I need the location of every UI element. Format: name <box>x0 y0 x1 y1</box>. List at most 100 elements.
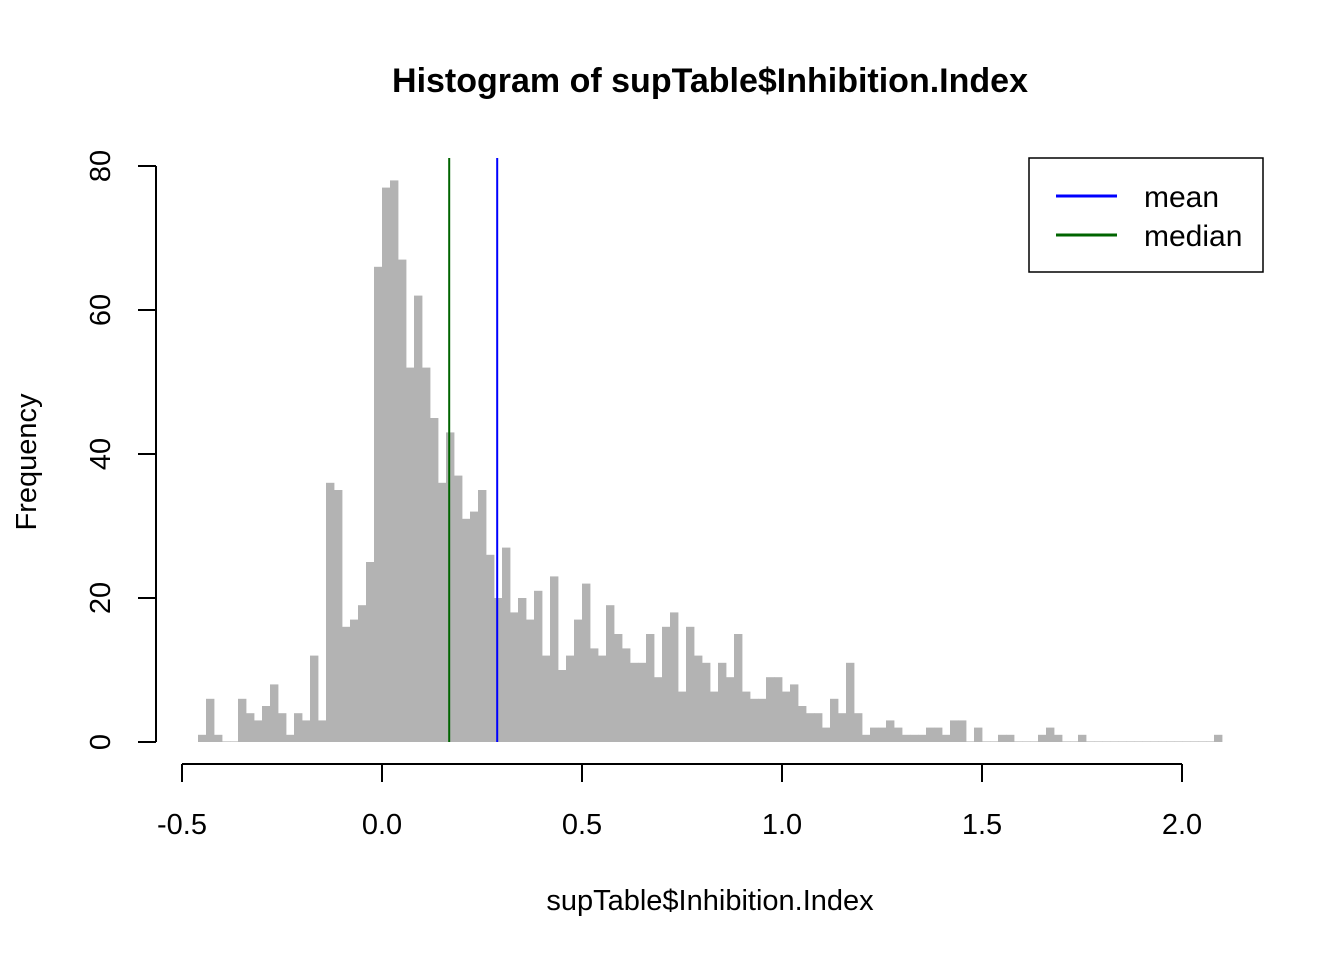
histogram-bar <box>1174 741 1183 742</box>
histogram-bar <box>366 562 375 742</box>
histogram-bar <box>1150 741 1159 742</box>
histogram-bar <box>814 713 823 742</box>
histogram-bar <box>790 684 799 742</box>
histogram-bar <box>958 720 967 742</box>
histogram-bar <box>326 482 335 742</box>
y-axis: 0 20 40 60 80 <box>85 150 157 750</box>
histogram-bar <box>206 698 215 742</box>
y-tick-label: 80 <box>85 150 117 182</box>
histogram-bar <box>942 734 951 742</box>
histogram-bar <box>238 698 247 742</box>
histogram-bar <box>462 518 471 742</box>
histogram-bar <box>998 734 1007 742</box>
histogram-bar <box>766 677 775 742</box>
y-tick-label: 60 <box>85 294 117 326</box>
histogram-bar <box>198 734 207 742</box>
histogram-bar <box>294 713 303 742</box>
legend-label-median: median <box>1144 220 1242 253</box>
histogram-bar <box>966 741 975 742</box>
histogram-bar <box>990 741 999 742</box>
histogram-bar <box>342 626 351 742</box>
histogram-bar <box>838 713 847 742</box>
histogram-bar <box>1038 734 1047 742</box>
histogram-bar <box>1046 727 1055 742</box>
histogram-bar <box>550 576 559 742</box>
histogram-bar <box>742 691 751 742</box>
histogram-bar <box>566 655 575 742</box>
histogram-bar <box>822 727 831 742</box>
histogram-bar <box>1070 741 1079 742</box>
histogram-bar <box>534 590 543 742</box>
reference-lines <box>448 158 499 742</box>
histogram-bar <box>1190 741 1199 742</box>
histogram-bar <box>646 634 655 742</box>
y-tick-label: 0 <box>85 734 117 750</box>
histogram-bar <box>1206 741 1215 742</box>
histogram-bar <box>758 698 767 742</box>
histogram-bar <box>974 727 983 742</box>
histogram-bar <box>1214 734 1223 742</box>
histogram-bar <box>590 648 599 742</box>
histogram-bar <box>1054 734 1063 742</box>
histogram-bar <box>622 648 631 742</box>
histogram-bar <box>678 691 687 742</box>
histogram-bar <box>278 713 287 742</box>
histogram-bar <box>1062 741 1071 742</box>
histogram-bar <box>1094 741 1103 742</box>
histogram-bar <box>350 619 359 742</box>
legend-label-mean: mean <box>1144 181 1219 214</box>
histogram-bar <box>574 619 583 742</box>
histogram-bar <box>846 662 855 742</box>
histogram-bar <box>374 266 383 742</box>
histogram-bar <box>1030 741 1039 742</box>
histogram-bar <box>286 734 295 742</box>
legend: mean median <box>1028 157 1264 273</box>
histogram-bar <box>726 677 735 742</box>
histogram-bar <box>1014 741 1023 742</box>
histogram-bar <box>606 605 615 742</box>
x-tick-label: 0.5 <box>562 809 602 841</box>
histogram-bar <box>918 734 927 742</box>
histogram-bar <box>1142 741 1151 742</box>
histogram-bar <box>222 741 231 742</box>
histogram-bar <box>1182 741 1191 742</box>
x-tick-label: 2.0 <box>1162 809 1202 841</box>
histogram-bar <box>214 734 223 742</box>
y-axis-label: Frequency <box>11 393 43 531</box>
histogram-bar <box>630 662 639 742</box>
histogram-bar <box>406 367 415 742</box>
histogram-bar <box>1198 741 1207 742</box>
histogram-bar <box>910 734 919 742</box>
x-tick-label: 1.0 <box>762 809 802 841</box>
histogram-bar <box>894 727 903 742</box>
x-tick-label: -0.5 <box>157 809 207 841</box>
histogram-bar <box>510 612 519 742</box>
histogram-bar <box>902 734 911 742</box>
histogram-bar <box>1102 741 1111 742</box>
y-tick-label: 20 <box>85 582 117 614</box>
histogram-bar <box>670 612 679 742</box>
histogram-bar <box>310 655 319 742</box>
histogram-bar <box>702 662 711 742</box>
x-tick-label: 0.0 <box>362 809 402 841</box>
histogram-bar <box>750 698 759 742</box>
chart-title: Histogram of supTable$Inhibition.Index <box>392 62 1028 100</box>
histogram-bar <box>694 655 703 742</box>
histogram-bar <box>246 713 255 742</box>
histogram-bar <box>422 367 431 742</box>
histogram-bar <box>478 490 487 742</box>
histogram-bar <box>734 634 743 742</box>
histogram-bar <box>430 418 439 742</box>
histogram-bar <box>654 677 663 742</box>
histogram-bar <box>598 655 607 742</box>
legend-box <box>1028 157 1264 273</box>
histogram-bar <box>262 706 271 742</box>
histogram-bar <box>1086 741 1095 742</box>
histogram-bar <box>982 741 991 742</box>
histogram-bar <box>1158 741 1167 742</box>
histogram-bar <box>710 691 719 742</box>
histogram-bar <box>254 720 263 742</box>
histogram-bar <box>798 706 807 742</box>
histogram-bar <box>854 713 863 742</box>
